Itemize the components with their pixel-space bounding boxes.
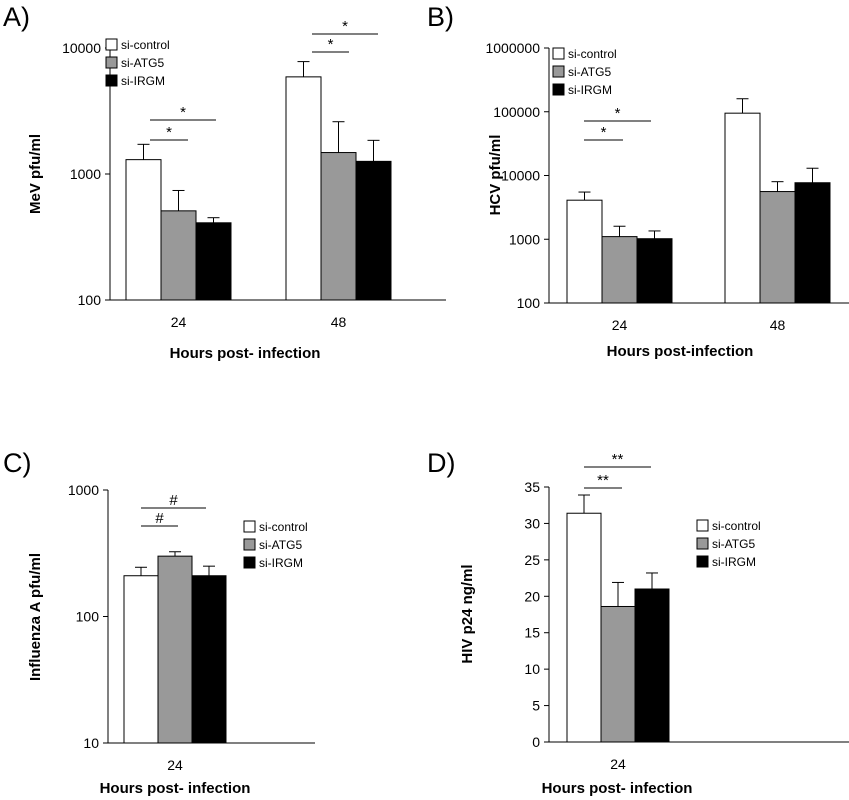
y-tick-label: 25 xyxy=(524,552,540,568)
significance-marker: * xyxy=(328,36,334,53)
x-tick-label: 48 xyxy=(331,314,347,330)
bar-si-ATG5 xyxy=(160,210,197,301)
legend-label: si-IRGM xyxy=(568,83,612,97)
y-tick-label: 20 xyxy=(524,588,540,604)
y-tick-label: 5 xyxy=(532,698,540,714)
legend-swatch-si-control xyxy=(552,47,565,60)
y-tick-label: 1000 xyxy=(70,166,101,182)
legend-swatch-si-IRGM xyxy=(105,74,118,87)
legend-swatch-si-ATG5 xyxy=(243,538,256,551)
significance-marker: * xyxy=(180,104,186,121)
legend-label: si-control xyxy=(259,520,308,534)
x-tick-label: 24 xyxy=(171,314,187,330)
y-tick-label: 10 xyxy=(524,661,540,677)
bar-si-control xyxy=(566,199,603,304)
bar-si-ATG5 xyxy=(601,236,638,304)
y-tick-label: 1000 xyxy=(68,482,99,498)
panel-label: C) xyxy=(3,448,32,478)
legend-swatch-si-IRGM xyxy=(552,83,565,96)
y-tick-label: 10 xyxy=(83,735,99,751)
bar-si-IRGM xyxy=(794,182,831,304)
legend-label: si-ATG5 xyxy=(259,538,302,552)
legend-label: si-ATG5 xyxy=(712,537,755,551)
significance-marker: # xyxy=(169,492,178,509)
bar-si-ATG5 xyxy=(157,555,193,744)
y-tick-label: 10000 xyxy=(62,40,101,56)
y-axis-title: MeV pfu/ml xyxy=(27,134,44,214)
y-axis-title: Influenza A pfu/ml xyxy=(27,553,44,681)
chart-panel-d: D) 0 5 10 15 20 25 30 35 24 Hours post- infection H… xyxy=(427,448,849,797)
legend: si-control si-ATG5 si-IRGM xyxy=(243,520,308,570)
legend-label: si-IRGM xyxy=(121,74,165,88)
chart-panel-a: A) 100 1000 10000 24 48 Hours post- infection M… xyxy=(3,2,446,362)
y-tick-label: 1000 xyxy=(509,231,540,247)
significance-marker: ** xyxy=(612,451,624,468)
y-axis-title: HCV pfu/ml xyxy=(487,135,504,216)
legend: si-control si-ATG5 si-IRGM xyxy=(105,38,170,88)
legend-label: si-IRGM xyxy=(712,555,756,569)
significance-marker: # xyxy=(155,510,164,527)
significance-marker: * xyxy=(615,105,621,122)
y-tick-label: 0 xyxy=(532,734,540,750)
bar-si-ATG5 xyxy=(600,605,636,743)
y-tick-label: 100000 xyxy=(493,104,540,120)
y-tick-label: 15 xyxy=(524,625,540,641)
legend-label: si-control xyxy=(712,519,761,533)
y-tick-label: 100 xyxy=(517,295,541,311)
x-tick-label: 24 xyxy=(610,756,626,772)
x-tick-label: 48 xyxy=(770,317,786,333)
legend-label: si-ATG5 xyxy=(568,65,611,79)
legend-swatch-si-control xyxy=(105,38,118,51)
significance-marker: * xyxy=(601,124,607,141)
y-tick-label: 100 xyxy=(78,292,102,308)
bar-si-control xyxy=(123,575,159,744)
bar-si-IRGM xyxy=(636,238,673,304)
bar-si-ATG5 xyxy=(320,152,357,301)
legend-label: si-ATG5 xyxy=(121,56,164,70)
legend-label: si-IRGM xyxy=(259,556,303,570)
significance-marker: ** xyxy=(597,472,609,489)
legend-label: si-control xyxy=(568,47,617,61)
x-axis-title: Hours post-infection xyxy=(607,343,754,360)
legend-swatch-si-ATG5 xyxy=(696,537,709,550)
significance-marker: * xyxy=(342,18,348,35)
panel-label: D) xyxy=(427,448,456,478)
bar-si-control xyxy=(566,512,602,743)
bar-si-control xyxy=(125,159,162,301)
x-axis-title: Hours post- infection xyxy=(542,780,693,797)
x-axis-title: Hours post- infection xyxy=(170,345,321,362)
panel-label: B) xyxy=(427,2,454,32)
legend-swatch-si-control xyxy=(243,520,256,533)
legend-label: si-control xyxy=(121,38,170,52)
y-tick-label: 30 xyxy=(524,515,540,531)
y-axis-title: HIV p24 ng/ml xyxy=(459,564,476,663)
chart-panel-c: C) 10 100 1000 24 Hours post- infection Influe… xyxy=(3,448,315,797)
legend-swatch-si-IRGM xyxy=(243,556,256,569)
y-tick-label: 1000000 xyxy=(485,40,540,56)
significance-marker: * xyxy=(166,124,172,141)
y-tick-label: 35 xyxy=(524,479,540,495)
y-tick-label: 10000 xyxy=(501,168,540,184)
legend-swatch-si-ATG5 xyxy=(552,65,565,78)
x-tick-label: 24 xyxy=(167,757,183,773)
y-tick-label: 100 xyxy=(76,609,100,625)
legend-swatch-si-IRGM xyxy=(696,555,709,568)
bar-si-ATG5 xyxy=(759,191,796,304)
legend: si-control si-ATG5 si-IRGM xyxy=(696,519,761,569)
bar-si-control xyxy=(724,112,761,304)
legend: si-control si-ATG5 si-IRGM xyxy=(552,47,617,97)
bar-si-IRGM xyxy=(191,575,227,744)
x-axis-title: Hours post- infection xyxy=(100,780,251,797)
bar-si-IRGM xyxy=(195,222,232,301)
x-tick-label: 24 xyxy=(612,317,628,333)
chart-panel-b: B) 100 1000 10000 100000 1000000 24 48 Hours pos… xyxy=(427,2,849,360)
bar-si-control xyxy=(285,76,322,301)
legend-swatch-si-ATG5 xyxy=(105,56,118,69)
legend-swatch-si-control xyxy=(696,519,709,532)
bar-si-IRGM xyxy=(634,588,670,743)
bar-si-IRGM xyxy=(355,160,392,301)
panel-label: A) xyxy=(3,2,30,32)
